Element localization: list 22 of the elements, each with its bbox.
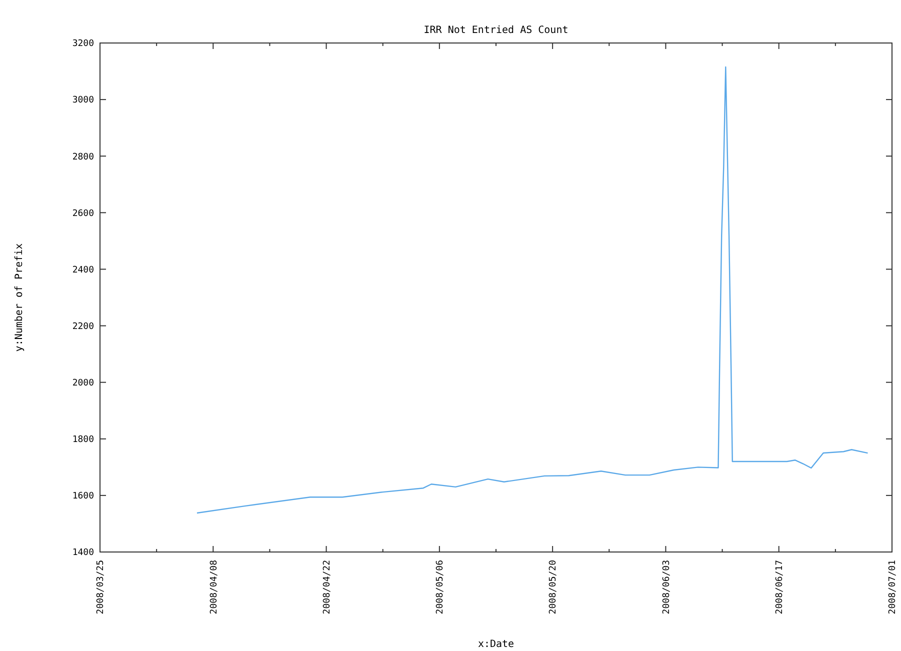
y-tick-label: 1800 (72, 435, 94, 446)
y-tick-label: 2000 (72, 378, 94, 388)
x-tick-label: 2008/06/17 (775, 560, 786, 614)
line-series (196, 66, 868, 514)
y-tick-label: 2600 (72, 208, 94, 219)
y-tick-label: 2200 (72, 322, 94, 332)
y-tick-label: 1400 (72, 548, 94, 558)
x-tick-label: 2008/06/03 (662, 560, 672, 614)
x-tick-label: 2008/04/08 (209, 560, 220, 614)
x-tick-label: 2008/07/01 (888, 560, 898, 614)
y-tick-label: 3000 (72, 96, 94, 106)
y-tick-label: 2800 (72, 152, 94, 162)
x-tick-label: 2008/04/22 (322, 560, 332, 614)
x-axis-title: x:Date (478, 639, 514, 650)
y-tick-label: 2400 (72, 265, 94, 276)
y-tick-label: 3200 (72, 39, 94, 50)
y-axis-title: y:Number of Prefix (14, 243, 25, 352)
chart-title: IRR Not Entried AS Count (424, 25, 568, 36)
x-tick-label: 2008/03/25 (96, 560, 106, 614)
y-tick-label: 1600 (72, 492, 94, 502)
x-tick-label: 2008/05/06 (436, 560, 446, 614)
x-tick-label: 2008/05/20 (548, 560, 559, 614)
